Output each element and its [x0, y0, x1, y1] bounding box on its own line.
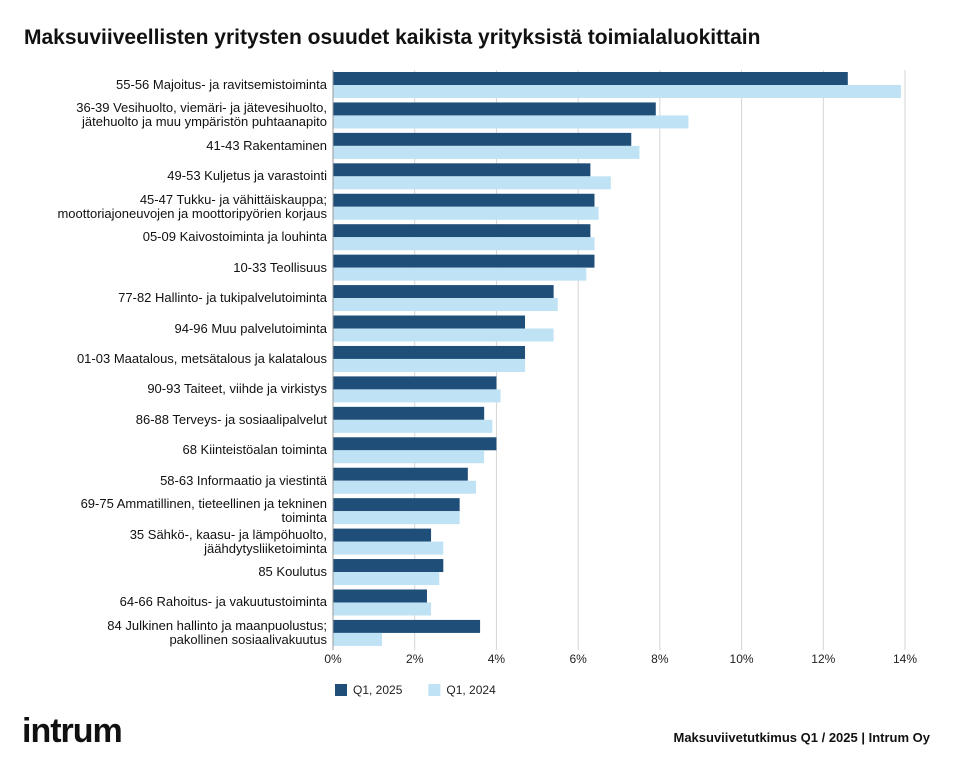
bar [333, 345, 526, 359]
bar [333, 450, 485, 464]
source: Maksuviivetutkimus Q1 / 2025 | Intrum Oy [673, 730, 930, 745]
y-tick-label: 58-63 Informaatio ja viestintä [160, 472, 327, 488]
y-tick-label: 84 Julkinen hallinto ja maanpuolustus; p… [107, 617, 327, 647]
bar [333, 132, 632, 146]
y-tick-label: 36-39 Vesihuolto, viemäri- ja jätevesihu… [76, 100, 327, 130]
legend-swatch [428, 684, 441, 696]
legend-swatch [335, 684, 347, 696]
bar [333, 602, 432, 616]
legend-label: Q1, 2024 [446, 683, 496, 697]
x-tick-label: 12% [811, 652, 835, 666]
y-tick-label: 86-88 Terveys- ja sosiaalipalvelut [135, 411, 327, 427]
bar [333, 572, 440, 586]
bar [333, 376, 497, 390]
x-tick-label: 0% [324, 652, 342, 666]
y-tick-label: 10-33 Teollisuus [233, 259, 327, 275]
x-tick-label: 10% [730, 652, 754, 666]
logo: intrum [22, 712, 123, 750]
bar [333, 632, 383, 646]
x-tick-label: 6% [569, 652, 587, 666]
bar [333, 224, 591, 238]
bar [333, 541, 444, 555]
bar [333, 102, 656, 116]
y-tick-label: 77-82 Hallinto- ja tukipalvelutoiminta [118, 290, 327, 306]
bar [333, 254, 595, 268]
x-tick-label: 2% [406, 652, 424, 666]
y-tick-label: 45-47 Tukku- ja vähittäiskauppa; moottor… [57, 191, 327, 221]
bar [333, 315, 526, 329]
bar [333, 145, 640, 159]
y-tick-label: 01-03 Maatalous, metsätalous ja kalatalo… [76, 350, 327, 366]
bar [333, 589, 427, 603]
bar [333, 328, 554, 342]
legend-label: Q1, 2025 [353, 683, 403, 697]
x-tick-label: 4% [488, 652, 506, 666]
bar [333, 437, 497, 451]
x-tick-label: 14% [893, 652, 917, 666]
bar [333, 559, 444, 573]
y-tick-label: 41-43 Rakentaminen [206, 137, 327, 153]
bar [333, 163, 591, 177]
bar [333, 358, 526, 372]
bar [333, 115, 689, 129]
y-tick-label: 94-96 Muu palvelutoiminta [174, 320, 327, 336]
bar [333, 237, 595, 251]
bar [333, 528, 432, 542]
bar [333, 467, 468, 481]
y-tick-label: 64-66 Rahoitus- ja vakuutustoiminta [119, 594, 327, 610]
y-tick-label: 05-09 Kaivostoiminta ja louhinta [142, 229, 327, 245]
y-tick-label: 49-53 Kuljetus ja varastointi [167, 168, 327, 184]
bar [333, 176, 611, 190]
bar [333, 480, 476, 494]
bar [333, 511, 460, 525]
bar [333, 419, 493, 433]
bar [333, 193, 595, 207]
bar [333, 619, 481, 633]
bar [333, 206, 599, 220]
bar [333, 406, 485, 420]
y-tick-label: 35 Sähkö-, kaasu- ja lämpöhuolto, jäähdy… [129, 526, 327, 556]
y-tick-label: 55-56 Majoitus- ja ravitsemistoiminta [116, 77, 327, 92]
y-tick-label: 85 Koulutus [258, 564, 327, 580]
bar [333, 498, 460, 512]
bar [333, 267, 587, 281]
y-tick-label: 69-75 Ammatillinen, tieteellinen ja tekn… [80, 496, 327, 526]
bar [333, 298, 558, 312]
chart-title: Maksuviiveellisten yritysten osuudet kai… [24, 26, 761, 49]
bar [333, 389, 501, 403]
y-tick-label: 90-93 Taiteet, viihde ja virkistys [147, 381, 327, 397]
bar [333, 85, 901, 98]
bar [333, 285, 554, 299]
bar [333, 72, 848, 85]
x-tick-label: 8% [651, 652, 669, 666]
y-tick-label: 68 Kiinteistöalan toiminta [182, 442, 327, 458]
